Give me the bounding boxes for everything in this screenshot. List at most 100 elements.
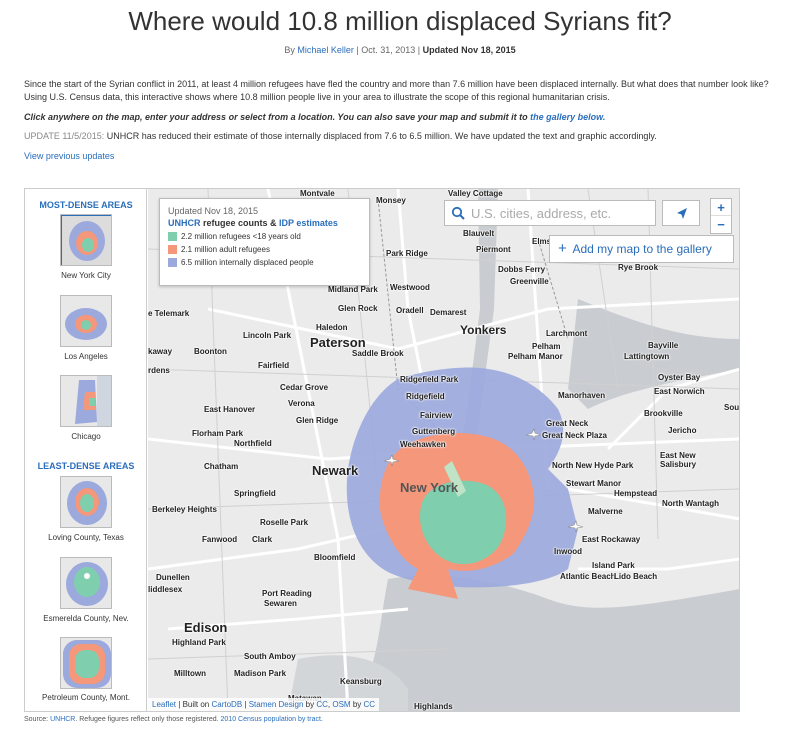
map-label: North Wantagh: [662, 499, 720, 508]
map-label: Demarest: [430, 308, 467, 317]
central-park: [444, 461, 466, 497]
osm-link[interactable]: OSM: [332, 700, 351, 709]
thumb-label: Chicago: [71, 432, 101, 441]
map-label: Dobbs Ferry: [498, 265, 546, 274]
map-label: rdens: [148, 366, 170, 375]
legend-label: 6.5 million internally displaced people: [181, 258, 314, 267]
legend-label: 2.2 million refugees <18 years old: [181, 232, 301, 241]
thumb-label: Esmerelda County, Nev.: [43, 614, 129, 623]
map-label: Berkeley Heights: [152, 505, 217, 514]
map-label: Island Park: [592, 561, 635, 570]
map-label: Edison: [184, 620, 228, 635]
cc-link[interactable]: CC: [316, 700, 328, 709]
map-label: Chatham: [204, 462, 239, 471]
thumb-petroleum-county[interactable]: [60, 637, 112, 689]
map-label: East New Salisbury: [660, 451, 697, 469]
zoom-out-button[interactable]: −: [717, 217, 725, 232]
map-label: Greenville: [510, 277, 549, 286]
map-label: Haledon: [316, 323, 348, 332]
thumb-los-angeles[interactable]: [60, 295, 112, 347]
stamen-link[interactable]: Stamen Design: [248, 700, 304, 709]
attr-text: | Built on: [178, 700, 210, 709]
update-note: UPDATE 11/5/2015: UNHCR has reduced thei…: [24, 130, 774, 143]
map-label: Park Ridge: [386, 249, 428, 258]
map-label: Keansburg: [340, 677, 382, 686]
add-to-gallery-button[interactable]: + Add my map to the gallery: [549, 235, 734, 263]
map-label: North New Hyde Park: [552, 461, 634, 470]
thumb-new-york-city[interactable]: [60, 214, 112, 266]
map-label: Dunellen: [156, 573, 190, 582]
thumb-nyc-map: [61, 215, 111, 265]
thumb-esmerelda-map: [66, 562, 108, 606]
map-label: Springfield: [234, 489, 276, 498]
attr-text: by: [305, 700, 315, 709]
map-canvas[interactable]: Montvale Monsey Valley Cottage Blauvelt …: [148, 189, 740, 711]
map-label: Highland Park: [172, 638, 226, 647]
map-label: Malverne: [588, 507, 623, 516]
map-label: Verona: [288, 399, 315, 408]
census-link[interactable]: 2010 Census population by tract: [220, 716, 321, 723]
leaflet-link[interactable]: Leaflet: [152, 700, 177, 709]
child-refugee-area: [420, 480, 507, 565]
location-arrow-icon: [677, 208, 687, 219]
thumb-esmerelda-county[interactable]: [60, 557, 112, 609]
map-label: East Hanover: [204, 405, 256, 414]
map-label: Pelham Manor: [508, 352, 563, 361]
map-label: Stewart Manor: [566, 479, 622, 488]
map-label: Valley Cottage: [448, 189, 503, 198]
map-label: Milltown: [174, 669, 206, 678]
legend-item: 6.5 million internally displaced people: [168, 258, 361, 267]
author-link[interactable]: Michael Keller: [297, 45, 354, 55]
instructions-text: Click anywhere on the map, enter your ad…: [24, 112, 528, 122]
location-sidebar: MOST-DENSE AREAS New York City Los Angel…: [25, 189, 147, 711]
thumb-loving-map: [67, 481, 107, 525]
thumb-label: Loving County, Texas: [48, 533, 124, 542]
unhcr-link[interactable]: UNHCR: [168, 218, 201, 228]
map-label: East Norwich: [654, 387, 705, 396]
thumb-chicago[interactable]: [60, 375, 112, 427]
map-label: South Amboy: [244, 652, 296, 661]
legend-title-mid: refugee counts &: [203, 218, 277, 228]
map-label: Fairview: [420, 411, 453, 420]
legend-swatch: [168, 258, 177, 267]
map-label: Paterson: [310, 335, 366, 350]
byline-date: | Oct. 31, 2013 |: [356, 45, 421, 55]
map-label: Manorhaven: [558, 391, 606, 400]
thumb-loving-county[interactable]: [60, 476, 112, 528]
map-label: Montvale: [300, 189, 335, 198]
map-label: Glen Rock: [338, 304, 378, 313]
cartodb-link[interactable]: CartoDB: [211, 700, 243, 709]
map-label: Newark: [312, 463, 359, 478]
idp-estimates-link[interactable]: IDP estimates: [279, 218, 338, 228]
map-label: Yonkers: [460, 323, 507, 337]
gallery-link[interactable]: the gallery below.: [530, 112, 606, 122]
cc-link-2[interactable]: CC: [363, 700, 376, 709]
source-unhcr-link[interactable]: UNHCR: [50, 716, 76, 723]
zoom-in-button[interactable]: +: [711, 199, 731, 216]
legend-item: 2.2 million refugees <18 years old: [168, 232, 361, 241]
airport-icons: [383, 428, 584, 533]
map-label: Westwood: [390, 283, 430, 292]
attr-text: |: [244, 700, 247, 709]
map-label: Hempstead: [614, 489, 658, 498]
map-label: Atlantic Beach: [560, 572, 616, 581]
map-label: Rye Brook: [618, 263, 659, 272]
view-previous-updates-link[interactable]: View previous updates: [24, 151, 115, 161]
thumb-chicago-map: [75, 376, 111, 426]
map-label: Boonton: [194, 347, 227, 356]
thumb-petroleum-map: [63, 640, 111, 688]
legend-date: Updated Nov 18, 2015: [168, 206, 259, 216]
map-label: Glen Ridge: [296, 416, 339, 425]
byline: By Michael Keller | Oct. 31, 2013 | Upda…: [0, 45, 800, 55]
long-island-sound: [568, 299, 739, 409]
attr-text: by: [352, 700, 362, 709]
locate-me-button[interactable]: [662, 200, 700, 226]
map-label: Midland Park: [328, 285, 378, 294]
map-label: Fairfield: [258, 361, 290, 370]
map-base-svg: [148, 189, 739, 711]
search-input[interactable]: [471, 202, 651, 224]
map-label: Sout: [724, 403, 740, 412]
source-end: .: [320, 716, 323, 723]
byline-updated: Updated Nov 18, 2015: [422, 45, 516, 55]
map-label: Saddle Brook: [352, 349, 404, 358]
